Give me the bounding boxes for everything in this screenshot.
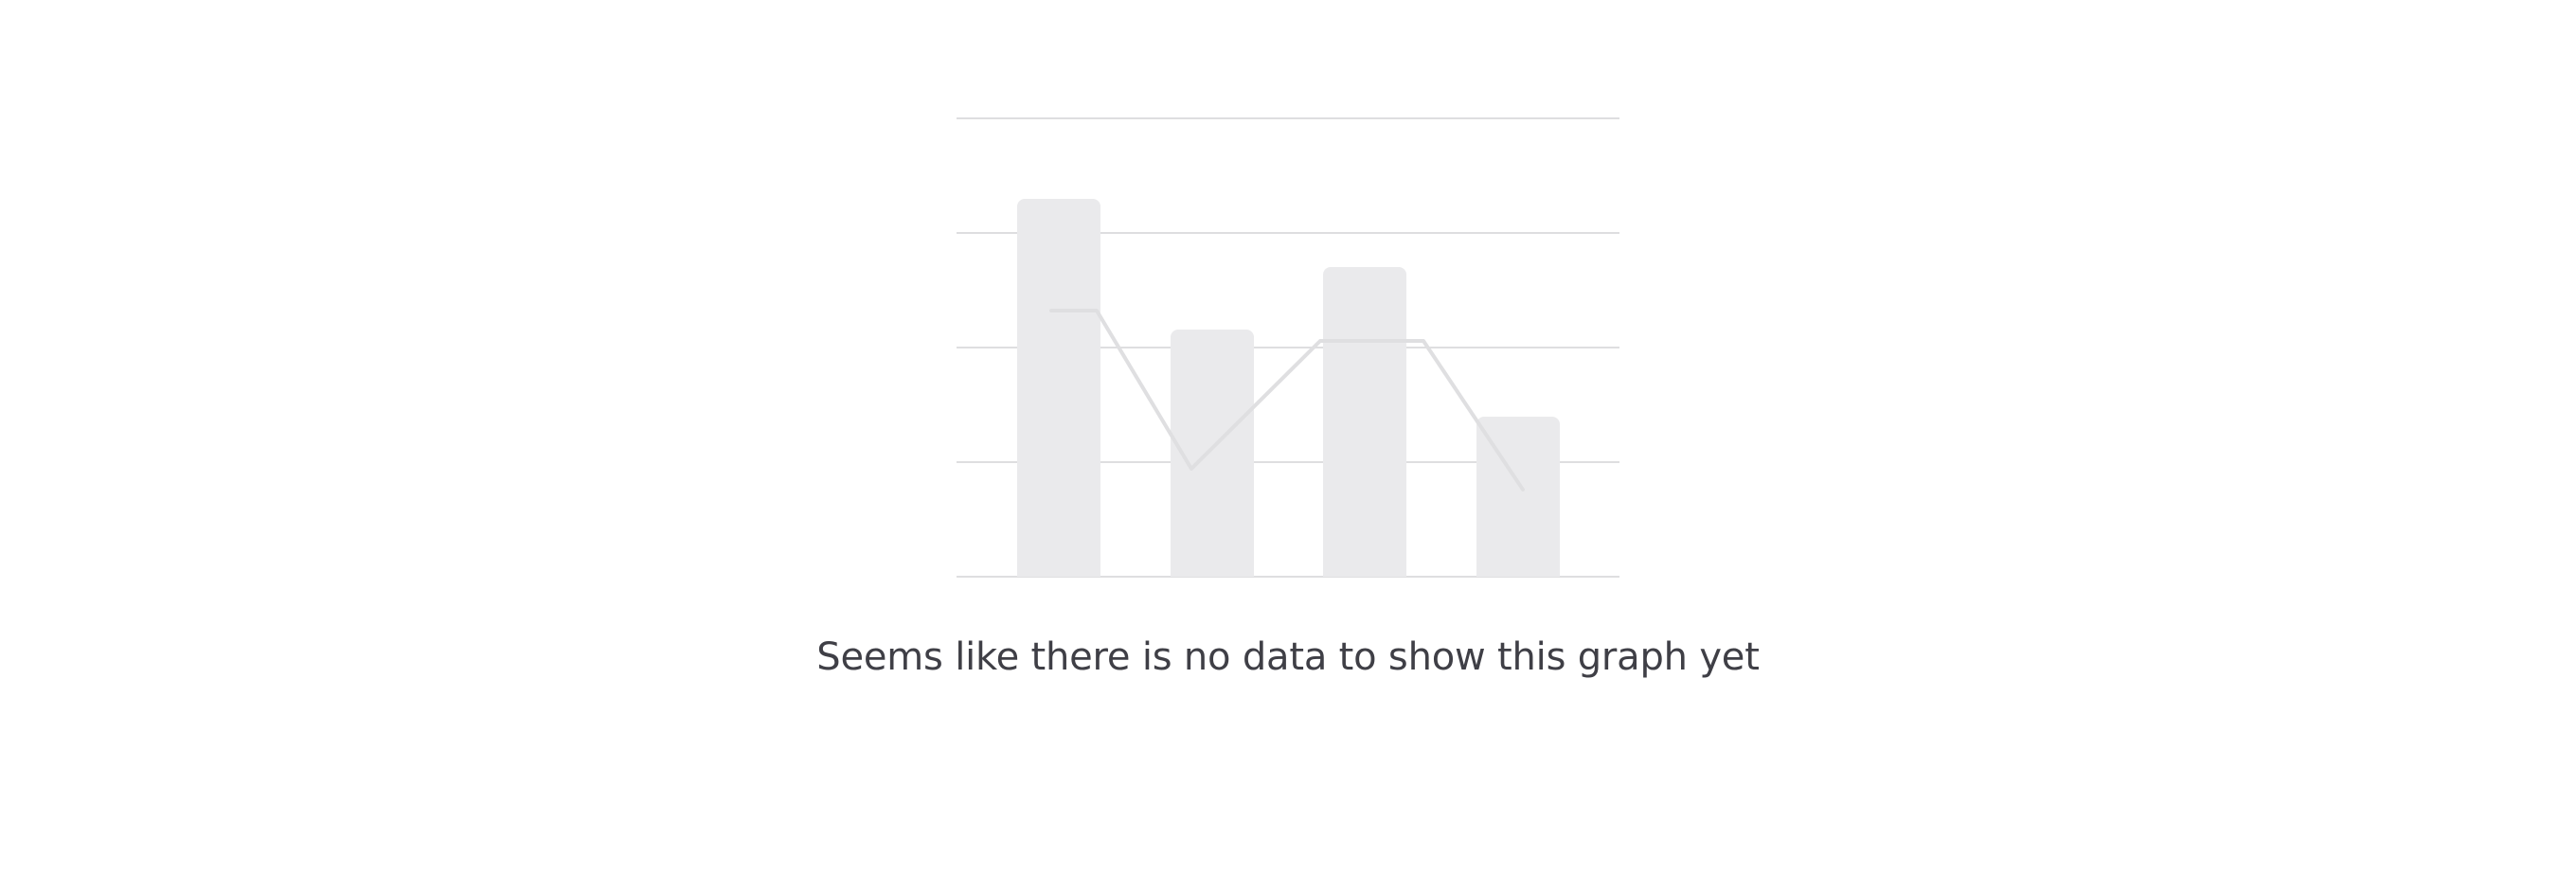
placeholder-bar bbox=[1171, 330, 1254, 577]
placeholder-trend-line bbox=[1049, 309, 1525, 491]
placeholder-bar bbox=[1476, 417, 1560, 577]
placeholder-bar bbox=[1323, 267, 1406, 577]
placeholder-bar bbox=[1017, 199, 1100, 577]
placeholder-bars bbox=[1017, 199, 1560, 577]
empty-state-message: Seems like there is no data to show this… bbox=[816, 635, 1760, 679]
placeholder-chart-illustration bbox=[957, 117, 1619, 578]
